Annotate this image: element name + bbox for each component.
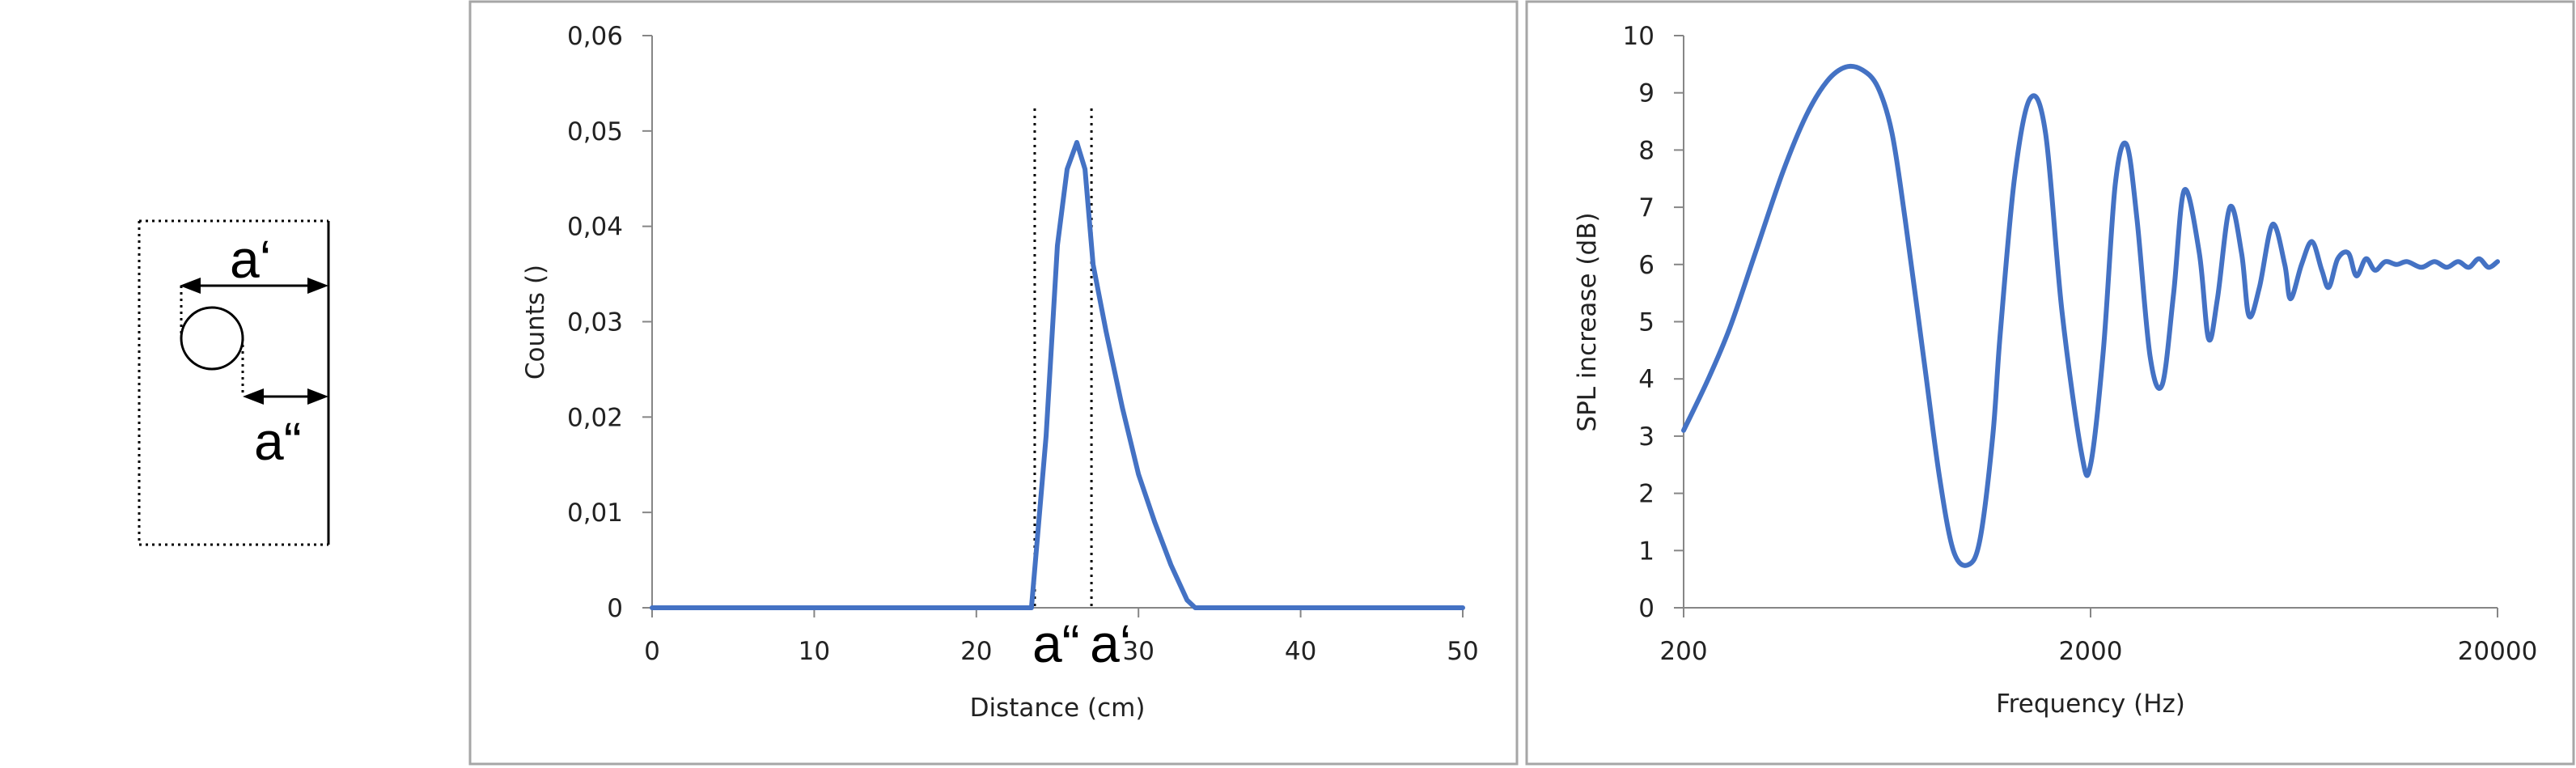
distance-chart: 0 0,01 0,02 0,03 0,04 0,05 0,06 0 10 20 30 40 50 a“… <box>521 22 1479 723</box>
chart2-y-axis-title: SPL increase (dB) <box>1573 212 1602 431</box>
label-a-prime: a‘ <box>230 229 271 289</box>
chart2-y-tick-label: 5 <box>1638 308 1654 337</box>
chart1-x-tick-label: 40 <box>1285 637 1316 666</box>
chart1-y-tick-label: 0,06 <box>567 22 623 51</box>
chart2-x-tick-label: 200 <box>1659 637 1707 666</box>
label-a-double-prime: a“ <box>254 411 302 471</box>
chart2-y-tick-label: 0 <box>1638 594 1654 623</box>
chart1-y-tick-label: 0,04 <box>567 213 623 242</box>
distance-chart-panel <box>468 0 1519 766</box>
chart1-y-axis-title: Counts () <box>521 265 550 380</box>
chart2-y-tick-label: 4 <box>1638 365 1654 394</box>
arrow-a-prime <box>180 278 328 294</box>
chart2-y-tick-label: 8 <box>1638 136 1654 165</box>
chart2-x-axis-title: Frequency (Hz) <box>1996 690 2185 719</box>
source-circle <box>180 306 244 371</box>
frequency-chart: 0 1 2 3 4 5 6 7 8 9 10 200 2000 20000 Frequency (Hz)… <box>1573 22 2537 719</box>
frequency-chart-panel <box>1525 0 2575 766</box>
chart2-y-tick-label: 6 <box>1638 251 1654 280</box>
chart1-y-tick-label: 0,05 <box>567 117 623 146</box>
chart1-series-line <box>650 140 1465 610</box>
chart2-y-ticks: 0 1 2 3 4 5 6 7 8 9 10 <box>1623 22 1684 623</box>
chart1-x-tick-label: 10 <box>799 637 830 666</box>
chart1-x-tick-label: 50 <box>1447 637 1478 666</box>
chart1-x-axis-title: Distance (cm) <box>970 694 1146 723</box>
chart1-x-ticks: 0 10 20 30 40 50 <box>644 608 1479 666</box>
chart1-marker-label: a‘ <box>1090 613 1131 673</box>
chart2-y-tick-label: 9 <box>1638 79 1654 108</box>
chart2-series-line <box>1681 63 2500 568</box>
chart2-x-ticks: 200 2000 20000 <box>1659 608 2537 666</box>
chart2-y-tick-label: 3 <box>1638 422 1654 452</box>
chart2-y-tick-label: 7 <box>1638 193 1654 223</box>
chart2-y-tick-label: 2 <box>1638 480 1654 509</box>
chart2-x-tick-label: 20000 <box>2458 637 2538 666</box>
chart1-y-tick-label: 0 <box>607 594 623 623</box>
chart1-x-tick-label: 20 <box>960 637 992 666</box>
chart2-x-tick-label: 2000 <box>2059 637 2123 666</box>
chart2-y-tick-label: 10 <box>1623 22 1654 51</box>
chart1-markers: a“ a‘ <box>1032 108 1131 673</box>
chart1-x-tick-label: 0 <box>644 637 660 666</box>
arrow-a-double-prime <box>243 388 328 405</box>
chart1-y-tick-label: 0,01 <box>567 499 623 528</box>
chart1-y-tick-label: 0,02 <box>567 403 623 432</box>
chart1-marker-label: a“ <box>1032 613 1080 673</box>
chart2-y-tick-label: 1 <box>1638 537 1654 566</box>
schematic-diagram: a‘ a“ <box>138 219 330 546</box>
chart1-y-tick-label: 0,03 <box>567 308 623 337</box>
chart1-x-tick-label: 30 <box>1122 637 1154 666</box>
chart1-y-ticks: 0 0,01 0,02 0,03 0,04 0,05 0,06 <box>567 22 652 623</box>
